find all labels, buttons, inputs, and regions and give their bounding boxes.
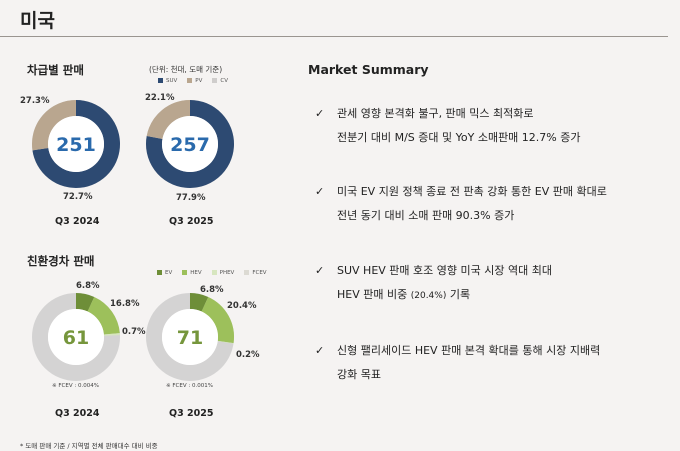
legend-ev: EV [157, 270, 172, 276]
legend-fcev: FCEV [244, 270, 267, 276]
unit-note: (단위: 천대, 도매 기준) [149, 65, 223, 74]
legend-hev: HEV [182, 270, 202, 276]
check-icon: ✓ [315, 344, 325, 357]
eco-period-2024: Q3 2024 [55, 408, 100, 419]
eco-period-2025: Q3 2025 [169, 408, 214, 419]
ev-2024-label: 6.8% [76, 281, 100, 291]
suv-2024-label: 72.7% [63, 192, 93, 202]
market-summary-title: Market Summary [308, 62, 429, 77]
legend-suv: SUV [158, 78, 177, 84]
suv-2025-label: 77.9% [176, 193, 206, 203]
summary-bullet-1: ✓ 관세 영향 본격화 불구, 판매 믹스 최적화로 전분기 대비 M/S 증대 및… [315, 102, 580, 150]
pv-2024-label: 27.3% [20, 96, 50, 106]
donut-vehicle-2025-segment-pv [146, 100, 191, 140]
period-2025: Q3 2025 [169, 216, 214, 227]
vehicle-sales-title: 차급별 판매 [27, 63, 84, 77]
donut-vehicle-2024-center [48, 116, 104, 172]
legend-cv: CV [212, 78, 228, 84]
fcev-note-2024: ※ FCEV : 0.004% [52, 383, 99, 389]
summary-bullet-3: ✓ SUV HEV 판매 호조 영향 미국 시장 역대 최대 HEV 판매 비중 (… [315, 259, 552, 308]
divider [0, 36, 668, 37]
donut-vehicle-2025-total: 257 [170, 134, 210, 156]
pv-2025-label: 22.1% [145, 93, 175, 103]
donut-eco-2024-segment-ev [75, 293, 95, 312]
donut-eco-2025-total: 71 [177, 327, 203, 349]
donut-eco-2025-segment-hev [201, 296, 234, 344]
phev-2024-label: 0.7% [122, 327, 146, 337]
summary-bullet-2: ✓ 미국 EV 지원 정책 종료 전 판촉 강화 통한 EV 판매 확대로 전년 동… [315, 180, 607, 228]
fcev-note-2025: ※ FCEV : 0.001% [166, 383, 213, 389]
check-icon: ✓ [315, 185, 325, 198]
eco-sales-title: 친환경차 판매 [27, 254, 95, 268]
footnote: * 도매 판매 기준 / 지역별 전체 판매대수 대비 비중 [20, 442, 158, 450]
eco-legend: EV HEV PHEV FCEV [157, 270, 267, 276]
donut-eco-2025-segment-ev [189, 293, 209, 312]
donut-vehicle-2025-segment-suv [146, 100, 234, 188]
hev-2024-label: 16.8% [110, 299, 140, 309]
donut-eco-2024-total: 61 [63, 327, 89, 349]
legend-phev: PHEV [211, 270, 234, 276]
ev-2025-label: 6.8% [200, 285, 224, 295]
phev-2025-label: 0.2% [236, 350, 260, 360]
vehicle-legend: SUV PV CV [158, 78, 228, 84]
donut-vehicle-2025-center [162, 116, 218, 172]
summary-bullet-4: ✓ 신형 팰리세이드 HEV 판매 본격 확대를 통해 시장 지배력 강화 목표 [315, 339, 600, 387]
donut-vehicle-2024-total: 251 [56, 134, 96, 156]
donut-eco-2024-center [48, 309, 104, 365]
donut-vehicle-2024: 251 257 61 71 [32, 100, 234, 381]
donut-eco-2025-center [162, 309, 218, 365]
check-icon: ✓ [315, 264, 325, 277]
donut-vehicle-2024-segment-pv [32, 100, 77, 151]
period-2024: Q3 2024 [55, 216, 100, 227]
check-icon: ✓ [315, 107, 325, 120]
donut-eco-2024-segment-hev [87, 296, 120, 336]
hev-2025-label: 20.4% [227, 301, 257, 311]
donut-vehicle-2024-segment-suv [32, 100, 120, 188]
legend-pv: PV [187, 78, 202, 84]
page-title: 미국 [20, 10, 55, 32]
